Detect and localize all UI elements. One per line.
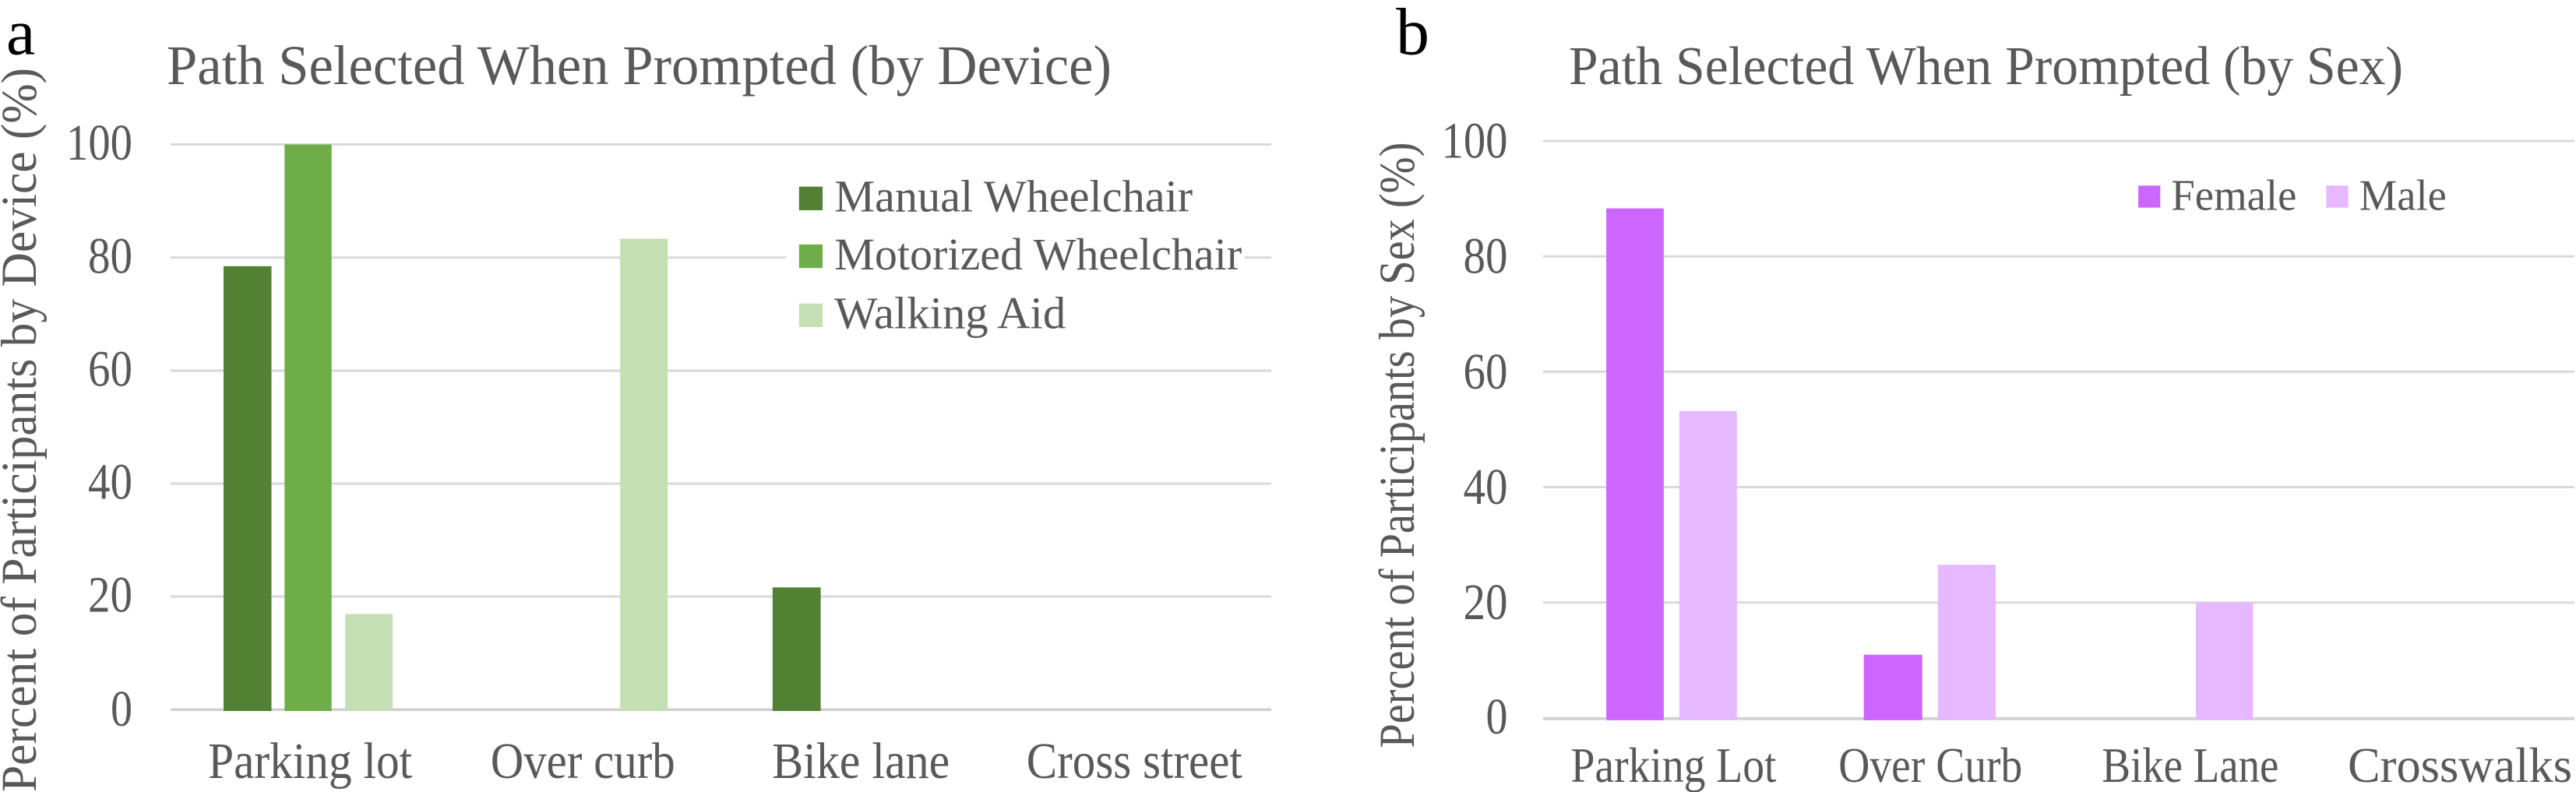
svg-text:Motorized Wheelchair: Motorized Wheelchair	[834, 229, 1242, 280]
svg-text:40: 40	[1464, 459, 1508, 516]
svg-text:Bike lane: Bike lane	[772, 733, 950, 790]
svg-text:Female: Female	[2171, 171, 2296, 220]
svg-text:40: 40	[88, 454, 132, 511]
svg-text:Percent of Participants by Sex: Percent of Participants by Sex (%)	[1369, 143, 1425, 748]
svg-text:Over Curb: Over Curb	[1838, 737, 2022, 792]
svg-text:a: a	[6, 0, 35, 69]
svg-text:Parking lot: Parking lot	[208, 733, 412, 790]
svg-text:b: b	[1396, 0, 1429, 69]
svg-text:0: 0	[1486, 688, 1508, 745]
svg-text:Path Selected When Prompted (b: Path Selected When Prompted (by Device)	[167, 34, 1112, 97]
svg-text:80: 80	[88, 227, 132, 284]
svg-text:Percent of Participants by Dev: Percent of Participants by Device (%)	[0, 68, 48, 792]
svg-text:Path Selected When Prompted (b: Path Selected When Prompted (by Sex)	[1569, 37, 2403, 97]
svg-text:Cross street: Cross street	[1027, 733, 1242, 790]
svg-text:60: 60	[88, 341, 132, 398]
svg-text:100: 100	[66, 114, 132, 171]
svg-text:Walking Aid: Walking Aid	[834, 288, 1066, 339]
svg-text:60: 60	[1464, 343, 1508, 400]
svg-text:100: 100	[1442, 113, 1508, 170]
svg-text:Male: Male	[2359, 171, 2447, 220]
svg-text:20: 20	[1464, 574, 1508, 631]
svg-text:Parking Lot: Parking Lot	[1571, 737, 1777, 792]
svg-text:0: 0	[111, 681, 132, 737]
svg-text:Over curb: Over curb	[491, 733, 675, 790]
svg-text:Manual Wheelchair: Manual Wheelchair	[834, 171, 1193, 222]
svg-text:Bike Lane: Bike Lane	[2102, 737, 2278, 792]
svg-text:20: 20	[88, 567, 132, 624]
svg-text:Crosswalks: Crosswalks	[2348, 737, 2572, 792]
svg-text:80: 80	[1464, 228, 1508, 285]
